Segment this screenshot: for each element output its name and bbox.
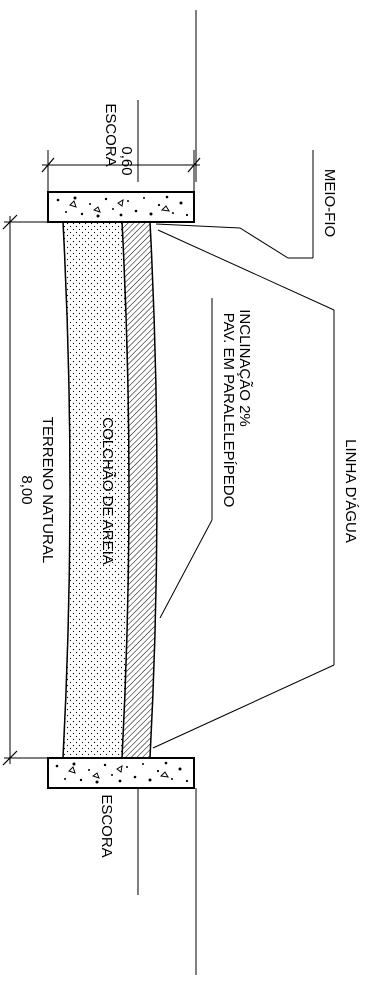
leader-meio-fio [155, 150, 314, 259]
dimension-total-width [2, 214, 63, 766]
leader-linha-dagua [152, 229, 335, 749]
leader-pavement [159, 298, 213, 619]
label-colchao-de-areia: COLCHÃO DE AREIA [99, 417, 116, 565]
curb-bottom [47, 757, 195, 789]
dimension-curb-width [41, 150, 201, 192]
sand-bed-layer [62, 221, 130, 759]
label-dim-8-00: 8,00 [18, 475, 35, 504]
label-escora-bottom: ESCORA [98, 794, 115, 857]
label-escora-top: ESCORA [102, 103, 119, 166]
label-pavement-line1: PAV. EM PARALELEPÍPEDO [220, 313, 237, 508]
curb-top [47, 191, 195, 223]
label-pavement-line2: INCLINAÇÃO 2% [236, 309, 253, 427]
label-dim-0-60: 0,60 [118, 146, 135, 175]
label-terreno-natural: TERRENO NATURAL [39, 417, 56, 563]
label-linha-dagua: LINHA D'ÁGUA [342, 439, 359, 543]
label-meio-fio: MEIO-FIO [321, 169, 338, 237]
